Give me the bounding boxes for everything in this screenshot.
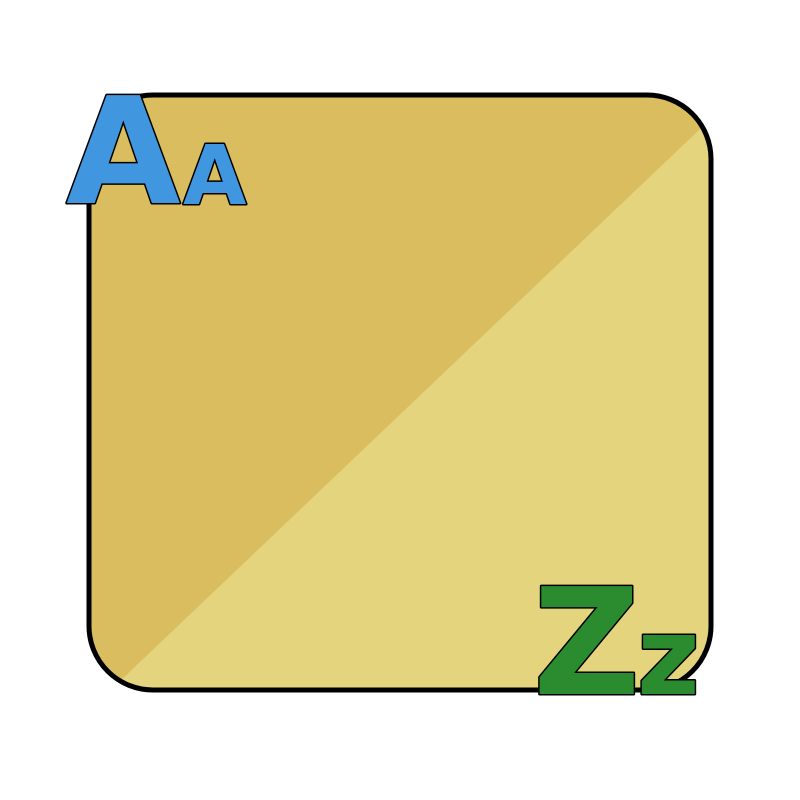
- panel-background: [89, 95, 711, 690]
- panel-light-half: [100, 110, 711, 690]
- bottom-right-letters: Z z: [532, 556, 702, 731]
- letter-z-lower: z: [637, 595, 700, 720]
- letter-z-upper: Z: [533, 557, 640, 729]
- letter-a-upper: A: [66, 66, 181, 238]
- letter-a-lower: A: [183, 129, 247, 224]
- panel-outline: [86, 92, 714, 693]
- top-left-letters: A A: [65, 65, 249, 240]
